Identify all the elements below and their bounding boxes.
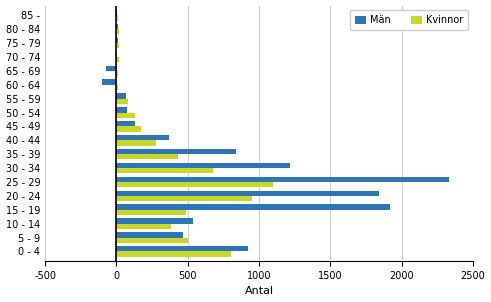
Bar <box>116 10 117 15</box>
Bar <box>116 224 170 229</box>
Bar <box>116 149 236 154</box>
Bar <box>116 246 247 252</box>
Bar <box>116 29 118 34</box>
Bar <box>116 140 156 146</box>
Bar <box>116 127 141 132</box>
Bar <box>116 252 230 257</box>
Legend: Män, Kvinnor: Män, Kvinnor <box>350 10 468 30</box>
Bar <box>116 38 118 43</box>
Bar <box>116 43 119 48</box>
Bar <box>116 93 126 99</box>
Bar <box>116 177 449 182</box>
Bar <box>116 204 390 210</box>
Bar <box>116 57 118 62</box>
Bar <box>116 121 135 127</box>
Bar <box>116 238 188 243</box>
Bar <box>116 135 169 140</box>
Bar <box>107 66 116 71</box>
Bar <box>116 71 118 76</box>
Bar <box>116 113 135 118</box>
Bar <box>116 196 252 201</box>
Bar <box>116 163 291 168</box>
X-axis label: Antal: Antal <box>245 286 273 297</box>
Bar <box>116 107 127 113</box>
Bar <box>116 218 193 224</box>
Bar <box>116 85 118 90</box>
Bar <box>102 79 116 85</box>
Bar <box>116 15 118 21</box>
Bar <box>116 52 117 57</box>
Bar <box>116 154 178 159</box>
Bar <box>116 24 118 29</box>
Bar <box>116 99 128 104</box>
Bar <box>116 191 379 196</box>
Bar <box>116 232 184 238</box>
Bar <box>116 168 214 173</box>
Bar <box>116 182 273 187</box>
Bar <box>116 210 186 215</box>
